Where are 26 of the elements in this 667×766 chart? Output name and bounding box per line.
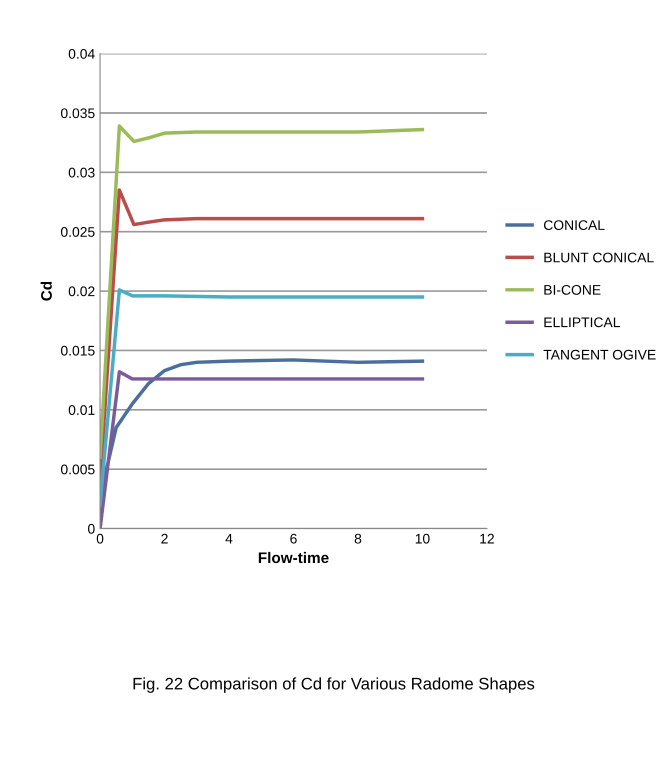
x-tick-label: 2 [161,534,168,544]
x-axis-title: Flow-time [258,552,329,564]
line-series [100,288,424,507]
legend-label: BLUNT CONICAL [544,252,654,262]
y-axis-title: Cd [40,282,52,301]
x-tick-label: 6 [290,534,297,544]
x-tick-label: 4 [225,534,232,544]
legend-label: ELLIPTICAL [544,317,620,328]
line-series [100,124,424,460]
legend-label: CONICAL [544,220,605,230]
y-tick-label: 0.015 [60,346,95,356]
x-tick-label: 10 [416,534,430,544]
y-tick-label: 0.04 [68,48,95,59]
y-tick-label: 0.01 [68,405,95,415]
y-tick-label: 0 [88,524,95,534]
y-tick-label: 0.03 [68,168,95,178]
y-tick-label: 0.005 [60,464,95,474]
y-tick-label: 0.025 [60,227,95,237]
legend-label: BI-CONE [544,284,601,295]
caption: Fig. 22 Comparison of Cd for Various Radome Shapes [134,677,534,693]
x-tick-label: 0 [96,534,104,544]
x-tick-label: 12 [480,534,494,544]
x-tick-label: 8 [354,534,362,544]
legend-label: TANGENT OGIVE [544,350,656,360]
y-tick-label: 0.035 [60,108,95,118]
y-tick-label: 0.02 [68,286,94,296]
